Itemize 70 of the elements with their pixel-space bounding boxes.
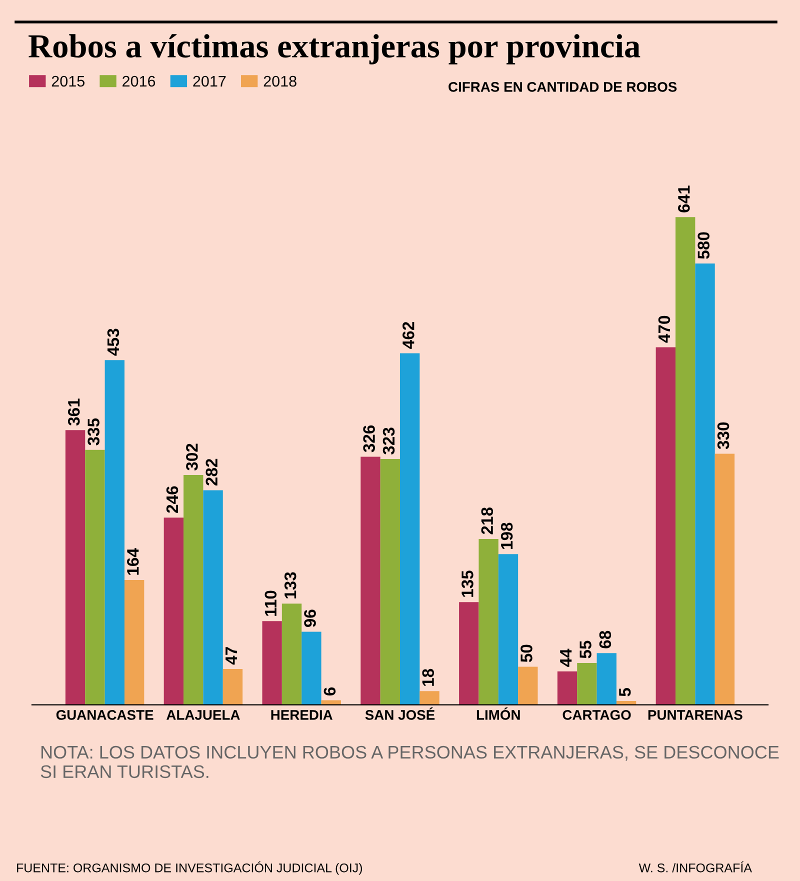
data-label: 198 [500, 522, 513, 549]
data-label: 361 [68, 398, 80, 426]
bar [282, 604, 302, 705]
x-tick-label: HEREDIA [271, 710, 332, 720]
bar [557, 671, 578, 705]
data-label: 470 [658, 316, 670, 343]
bar [478, 538, 498, 705]
x-tick-label: PUNTARENAS [648, 710, 742, 720]
data-label: 6 [324, 687, 336, 696]
bar [164, 518, 184, 705]
legend-label: 2018 [264, 76, 296, 87]
bar [714, 454, 735, 705]
data-label: 302 [186, 444, 198, 470]
bar [380, 459, 400, 705]
data-label: 282 [206, 458, 218, 486]
data-label: 18 [422, 668, 434, 686]
bar [124, 580, 144, 705]
data-label: 96 [304, 610, 316, 628]
bar [184, 475, 204, 705]
data-label: 326 [363, 425, 375, 452]
x-tick-label: GUANACASTE [56, 710, 154, 720]
bar [695, 264, 715, 705]
data-label: 323 [382, 428, 395, 454]
bar [676, 217, 696, 705]
bar [302, 632, 322, 705]
x-tick-label: CARTAGO [562, 710, 631, 720]
bar [498, 554, 518, 705]
x-tick-label: SAN JOSÉ [365, 707, 435, 720]
bar [85, 450, 105, 705]
bar [360, 456, 380, 705]
text: W. S. /INFOGRAFÍA [638, 861, 752, 872]
bar [459, 602, 479, 705]
bar [420, 691, 440, 705]
data-label: 68 [599, 630, 612, 648]
data-label: 110 [264, 590, 277, 616]
bar [656, 347, 676, 705]
data-label: 50 [520, 644, 532, 662]
bar [596, 653, 616, 705]
bar [262, 621, 282, 705]
legend-label: 2016 [122, 76, 156, 87]
x-tick-label: ALAJUELA [166, 710, 240, 720]
legend-label: 2015 [52, 76, 84, 87]
data-label: 164 [127, 548, 139, 575]
legend-label: 2017 [193, 76, 226, 87]
data-label: 44 [560, 648, 572, 667]
bar [577, 662, 597, 705]
chart-title: Robos a víctimas extranjeras por provincia [28, 34, 640, 64]
data-label: 246 [166, 486, 178, 513]
data-label: 5 [619, 688, 631, 696]
bar [65, 430, 86, 705]
data-label: 47 [226, 647, 238, 665]
data-label: 335 [88, 418, 100, 446]
bar [104, 360, 124, 705]
data-label: 453 [107, 328, 120, 356]
data-label: 55 [580, 640, 592, 658]
data-label: 133 [284, 572, 296, 598]
chart-subtitle: CIFRAS EN CANTIDAD DE ROBOS [448, 82, 677, 92]
data-label: 641 [678, 186, 690, 212]
bar [203, 490, 223, 705]
bar [400, 353, 420, 705]
text: NOTA: LOS DATOS INCLUYEN ROBOS A PERSONAS EXTRANJERAS, SE DESCONOCE SI ERAN TURISTAS. [40, 746, 779, 778]
source-note: FUENTE: ORGANISMO DE INVESTIGACIÓN JUDICIAL (OIJ) [17, 861, 362, 875]
bar [222, 669, 243, 705]
data-label: 462 [402, 322, 414, 349]
bar [518, 666, 538, 705]
data-label: 135 [462, 570, 474, 597]
data-label: 330 [717, 422, 730, 450]
x-tick-label: LIMÓN [476, 707, 520, 720]
data-label: 218 [481, 507, 494, 534]
data-label: 580 [698, 232, 710, 259]
